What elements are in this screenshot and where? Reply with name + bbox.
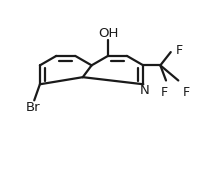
Text: F: F (183, 86, 190, 99)
Text: N: N (139, 84, 149, 97)
Text: Br: Br (26, 101, 41, 114)
Text: F: F (161, 86, 168, 99)
Text: OH: OH (98, 27, 118, 40)
Text: F: F (176, 44, 183, 57)
